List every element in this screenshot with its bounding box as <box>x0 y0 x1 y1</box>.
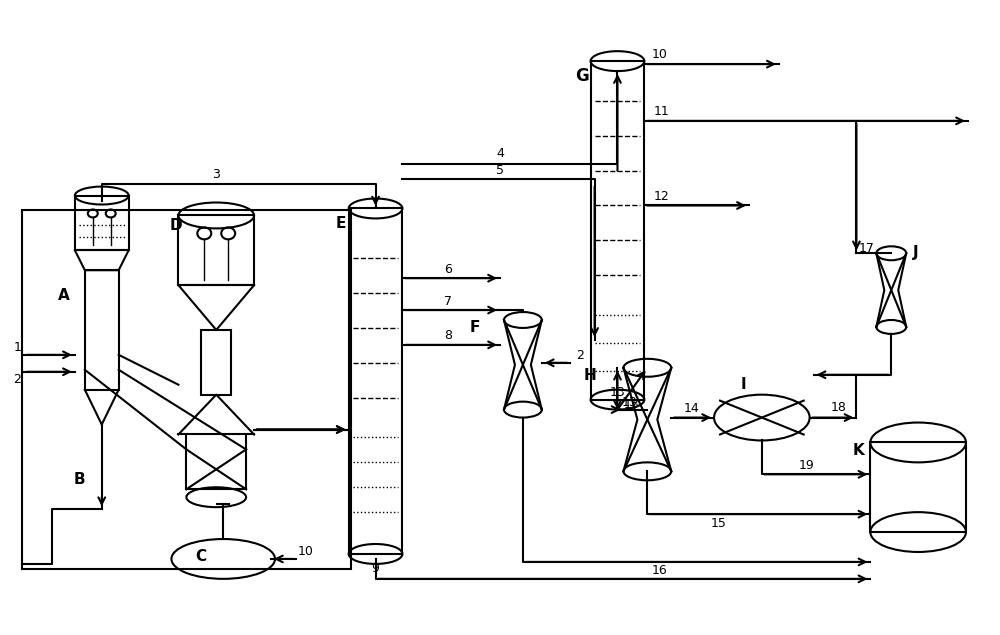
Text: 18: 18 <box>831 401 846 414</box>
Text: 13: 13 <box>624 398 639 411</box>
Text: 9: 9 <box>372 563 379 575</box>
Text: 2: 2 <box>576 349 584 363</box>
Text: 13: 13 <box>610 386 625 399</box>
Text: 15: 15 <box>711 517 727 530</box>
Text: E: E <box>336 216 346 231</box>
Text: 6: 6 <box>444 263 452 276</box>
Text: 1: 1 <box>13 342 21 354</box>
Text: 17: 17 <box>858 242 874 255</box>
Text: C: C <box>196 549 207 565</box>
Text: 8: 8 <box>444 330 452 342</box>
Text: 10: 10 <box>298 545 314 558</box>
Bar <box>22 210 351 569</box>
Text: F: F <box>470 321 480 335</box>
Text: J: J <box>913 244 919 260</box>
Text: 11: 11 <box>653 105 669 118</box>
Text: H: H <box>583 368 596 384</box>
Text: B: B <box>74 472 86 487</box>
Text: 7: 7 <box>444 295 452 307</box>
Bar <box>178 215 254 285</box>
Text: I: I <box>741 377 747 392</box>
Bar <box>201 330 231 395</box>
Text: K: K <box>853 443 864 458</box>
Bar <box>349 208 402 554</box>
Text: 16: 16 <box>651 565 667 577</box>
Text: 19: 19 <box>799 459 815 472</box>
Bar <box>85 271 119 390</box>
Text: 12: 12 <box>653 190 669 203</box>
Text: 14: 14 <box>683 402 699 415</box>
Text: 3: 3 <box>212 168 220 181</box>
Text: D: D <box>170 218 183 233</box>
Bar <box>75 196 129 250</box>
Text: 10: 10 <box>651 48 667 61</box>
Text: A: A <box>58 288 70 303</box>
Text: 5: 5 <box>496 164 504 177</box>
Text: 13: 13 <box>622 396 637 409</box>
Bar <box>591 61 644 399</box>
Bar <box>870 443 966 532</box>
Text: 4: 4 <box>496 147 504 160</box>
Text: 2: 2 <box>13 373 21 386</box>
Text: G: G <box>575 67 589 85</box>
